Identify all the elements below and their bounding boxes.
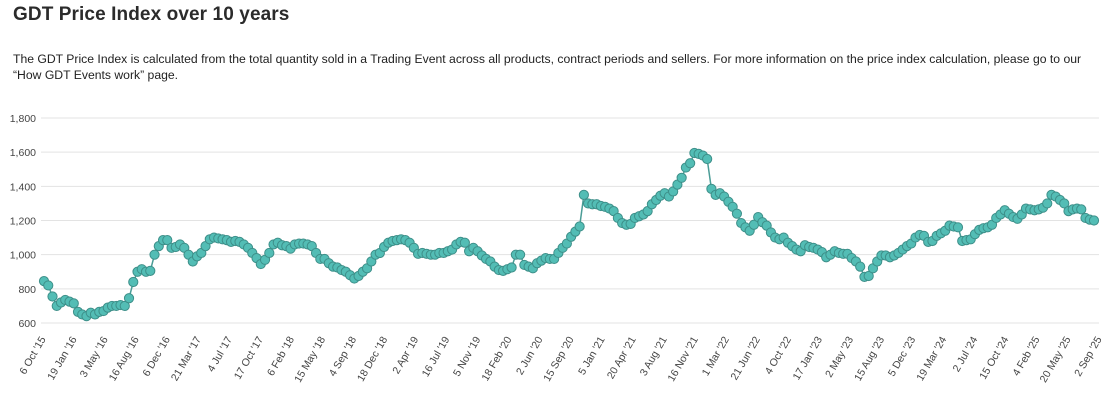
data-point[interactable]: [1088, 215, 1100, 226]
data-point[interactable]: [1042, 198, 1053, 209]
data-point[interactable]: [506, 262, 517, 273]
data-point[interactable]: [952, 222, 964, 233]
data-point[interactable]: [855, 261, 866, 272]
x-tick-label: 21 Jun '22: [728, 334, 763, 382]
data-point[interactable]: [68, 298, 79, 309]
x-tick-label: 21 Mar '17: [169, 334, 204, 383]
x-tick-label: 15 Sep '20: [541, 334, 576, 383]
y-tick-label: 800: [18, 284, 36, 296]
x-tick-label: 3 Aug '21: [638, 334, 670, 378]
x-tick-label: 6 Feb '18: [265, 334, 297, 378]
x-tick-label: 19 Mar '24: [914, 334, 949, 383]
data-point[interactable]: [676, 172, 687, 183]
x-tick-label: 4 Jul '17: [205, 334, 235, 374]
data-point[interactable]: [685, 158, 696, 169]
x-tick-label: 16 Nov '21: [666, 334, 701, 383]
x-tick-label: 15 Oct '24: [977, 334, 1011, 381]
x-tick-label: 2 Jul '24: [951, 334, 981, 374]
x-tick-label: 5 Nov '19: [451, 334, 483, 378]
x-tick-label: 20 Apr '21: [605, 334, 639, 381]
data-point[interactable]: [1076, 204, 1087, 215]
x-tick-label: 6 Dec '16: [140, 334, 172, 378]
y-tick-label: 1,000: [10, 250, 36, 262]
chart-description: The GDT Price Index is calculated from t…: [13, 52, 1082, 82]
x-tick-label: 1 Mar '22: [700, 334, 732, 378]
x-tick-label: 18 Feb '20: [479, 334, 514, 383]
x-tick-label: 16 Jul '19: [420, 334, 453, 379]
data-point[interactable]: [47, 291, 58, 302]
x-tick-label: 6 Oct '15: [17, 334, 48, 376]
data-point[interactable]: [128, 276, 139, 288]
x-tick-label: 18 Dec '18: [355, 334, 390, 383]
x-tick-label: 15 Aug '23: [852, 334, 887, 383]
y-tick-label: 1,200: [10, 216, 36, 228]
page-title: GDT Price Index over 10 years: [13, 4, 290, 25]
x-tick-label: 15 May '18: [292, 334, 328, 384]
data-point[interactable]: [162, 235, 173, 246]
data-point[interactable]: [123, 293, 135, 304]
x-tick-label: 2 Jun '20: [514, 334, 546, 377]
data-point[interactable]: [149, 249, 160, 260]
x-tick-label: 4 Feb '25: [1010, 334, 1042, 378]
data-point[interactable]: [702, 153, 713, 165]
data-point[interactable]: [574, 221, 585, 232]
y-tick-label: 600: [18, 318, 36, 330]
data-point[interactable]: [863, 270, 874, 282]
x-tick-label: 4 Oct '22: [763, 334, 794, 376]
x-tick-label: 3 May '16: [78, 334, 111, 379]
x-tick-label: 4 Sep '18: [327, 334, 359, 378]
x-tick-label: 2 Sep '25: [1072, 334, 1104, 378]
data-point[interactable]: [264, 247, 275, 259]
y-tick-label: 1,800: [10, 113, 36, 125]
x-tick-label: 17 Jan '23: [791, 334, 826, 382]
data-point[interactable]: [43, 280, 54, 291]
data-point[interactable]: [459, 237, 470, 248]
x-tick-label: 16 Aug '16: [107, 334, 142, 383]
x-tick-label: 17 Oct '17: [232, 334, 266, 381]
x-tick-label: 19 Jan '16: [45, 334, 80, 382]
x-tick-label: 20 May '25: [1038, 334, 1074, 384]
y-tick-label: 1,600: [10, 147, 36, 159]
data-point[interactable]: [145, 265, 156, 276]
data-point[interactable]: [1059, 198, 1070, 209]
data-point[interactable]: [515, 249, 526, 260]
x-tick-label: 2 May '23: [823, 334, 856, 379]
y-tick-label: 1,400: [10, 181, 36, 193]
x-tick-label: 5 Dec '23: [886, 334, 918, 378]
x-tick-label: 5 Jan '21: [576, 334, 608, 377]
data-point[interactable]: [119, 300, 130, 312]
data-point[interactable]: [731, 208, 743, 219]
x-tick-label: 2 Apr '19: [390, 334, 421, 376]
data-point[interactable]: [578, 189, 589, 200]
